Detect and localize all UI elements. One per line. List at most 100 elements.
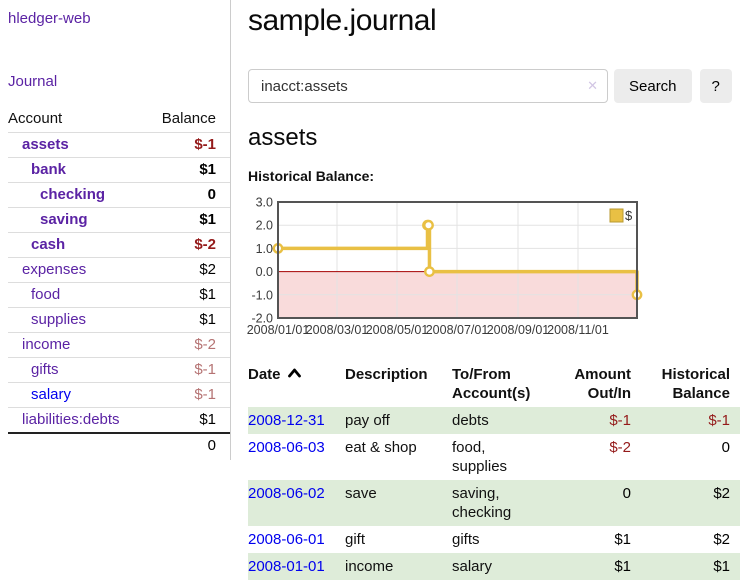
account-link-liabilities-debts[interactable]: liabilities:debts — [22, 411, 120, 428]
historical-balance-chart: $2008/01/012008/03/012008/05/012008/07/0… — [247, 196, 643, 337]
register-balance-cell: 0 — [721, 439, 730, 456]
account-link-cash[interactable]: cash — [31, 236, 66, 253]
account-balance: $-2 — [145, 232, 230, 258]
account-link-salary[interactable]: salary — [31, 386, 72, 403]
search-input[interactable] — [248, 69, 608, 103]
account-row: checking 0 — [8, 182, 230, 208]
register-date-cell: 2008-06-02 — [248, 480, 345, 526]
svg-text:2008/01/01: 2008/01/01 — [247, 323, 310, 337]
account-name-cell: income — [8, 332, 146, 358]
account-row: saving $1 — [8, 207, 230, 233]
transaction-date-link[interactable]: 2008-06-03 — [248, 439, 325, 456]
account-balance: $-1 — [145, 357, 230, 383]
account-row: cash $-2 — [8, 232, 230, 258]
register-amount-cell: $1 — [552, 553, 641, 580]
account-balance: $1 — [145, 307, 230, 333]
sidebar-item-journal[interactable]: Journal — [8, 73, 58, 90]
register-header-date[interactable]: Date — [248, 361, 345, 407]
register-date-cell: 2008-06-01 — [248, 526, 345, 553]
help-button[interactable]: ? — [699, 69, 732, 103]
account-balance: $2 — [145, 257, 230, 283]
page-title: sample.journal — [248, 4, 437, 37]
account-row: gifts $-1 — [8, 357, 230, 383]
register-amount-cell: $-1 — [552, 407, 641, 434]
account-name-cell: expenses — [8, 257, 146, 283]
clear-search-icon[interactable]: ✕ — [587, 78, 598, 93]
account-link-supplies[interactable]: supplies — [31, 311, 87, 328]
transaction-date-link[interactable]: 2008-06-01 — [248, 531, 325, 548]
account-link-income[interactable]: income — [22, 336, 71, 353]
account-link-assets[interactable]: assets — [22, 136, 69, 153]
register-table: Date Description To/From Account(s) Amou… — [248, 361, 740, 580]
app-title-link[interactable]: hledger-web — [8, 10, 91, 27]
account-balance: $1 — [145, 282, 230, 308]
register-amount-cell: $-2 — [609, 439, 631, 456]
register-row: 2008-06-01 gift gifts $1 $2 — [248, 526, 740, 553]
register-header-row: Date Description To/From Account(s) Amou… — [248, 361, 740, 407]
register-header-amount: Amount Out/In — [574, 366, 631, 402]
accounts-header-balance: Balance — [161, 110, 216, 127]
account-balance: $-2 — [145, 332, 230, 358]
register-accounts-cell: salary — [452, 553, 552, 580]
account-name-cell: gifts — [8, 357, 146, 383]
accounts-total-balance: 0 — [145, 432, 230, 458]
svg-text:2008/09/01: 2008/09/01 — [487, 323, 550, 337]
account-row: income $-2 — [8, 332, 230, 358]
register-row: 2008-12-31 pay off debts $-1 $-1 — [248, 407, 740, 434]
svg-text:2008/07/01: 2008/07/01 — [426, 323, 489, 337]
register-date-cell: 2008-12-31 — [248, 407, 345, 434]
register-description-cell: eat & shop — [345, 439, 417, 456]
register-row: 2008-06-02 save saving, checking 0 $2 — [248, 480, 740, 526]
accounts-table-body: assets $-1 bank $1 checking 0 saving $1 cash $-2 e… — [8, 132, 230, 433]
account-row: food $1 — [8, 282, 230, 308]
accounts-total-spacer — [8, 432, 146, 458]
account-name-cell: supplies — [8, 307, 146, 333]
account-link-saving[interactable]: saving — [40, 211, 88, 228]
accounts-total-row: 0 — [8, 432, 230, 458]
register-table-body: 2008-12-31 pay off debts $-1 $-1 2008-06-03 ea… — [248, 407, 740, 580]
account-link-bank[interactable]: bank — [31, 161, 67, 178]
register-header-accounts: To/From Account(s) — [452, 366, 531, 402]
search-button[interactable]: Search — [614, 69, 692, 103]
svg-text:2008/11/01: 2008/11/01 — [547, 323, 609, 337]
account-link-expenses[interactable]: expenses — [22, 261, 87, 278]
account-name-cell: cash — [8, 232, 146, 258]
transaction-date-link[interactable]: 2008-12-31 — [248, 412, 325, 429]
transaction-date-link[interactable]: 2008-06-02 — [248, 485, 325, 502]
register-header-description: Description — [345, 366, 428, 383]
account-balance: $1 — [145, 157, 230, 183]
svg-text:-1.0: -1.0 — [251, 288, 273, 302]
register-header-date-label: Date — [248, 366, 281, 383]
account-link-checking[interactable]: checking — [40, 186, 106, 203]
account-link-food[interactable]: food — [31, 286, 61, 303]
svg-text:-2.0: -2.0 — [251, 312, 273, 326]
account-balance: $1 — [145, 207, 230, 233]
accounts-table: Account Balance assets $-1 bank $1 checking 0… — [8, 106, 230, 458]
account-balance: $-1 — [145, 382, 230, 408]
account-row: expenses $2 — [8, 257, 230, 283]
transaction-date-link[interactable]: 2008-01-01 — [248, 558, 325, 575]
register-accounts-cell: debts — [452, 407, 552, 434]
account-balance: 0 — [145, 182, 230, 208]
register-balance-cell: $-1 — [641, 407, 740, 434]
register-description-cell: income — [345, 553, 452, 580]
svg-text:0.0: 0.0 — [256, 265, 273, 279]
svg-text:2.0: 2.0 — [256, 219, 273, 233]
register-amount-cell: $1 — [614, 531, 631, 548]
register-header-balance: Historical Balance — [661, 366, 730, 402]
register-description-cell: save — [345, 480, 452, 526]
svg-text:3.0: 3.0 — [256, 196, 273, 210]
account-heading: assets — [248, 124, 318, 151]
search-form: ✕ Search ? — [248, 69, 742, 103]
accounts-table-header-row: Account Balance — [8, 106, 230, 133]
svg-text:$: $ — [625, 208, 633, 223]
account-row: salary $-1 — [8, 382, 230, 408]
register-accounts-cell: food, supplies — [452, 439, 508, 475]
account-name-cell: liabilities:debts — [8, 407, 146, 433]
register-date-cell: 2008-06-03 — [248, 434, 345, 480]
sort-ascending-icon — [287, 368, 301, 378]
register-description-cell: gift — [345, 531, 366, 548]
account-link-gifts[interactable]: gifts — [31, 361, 59, 378]
account-name-cell: checking — [8, 182, 146, 208]
